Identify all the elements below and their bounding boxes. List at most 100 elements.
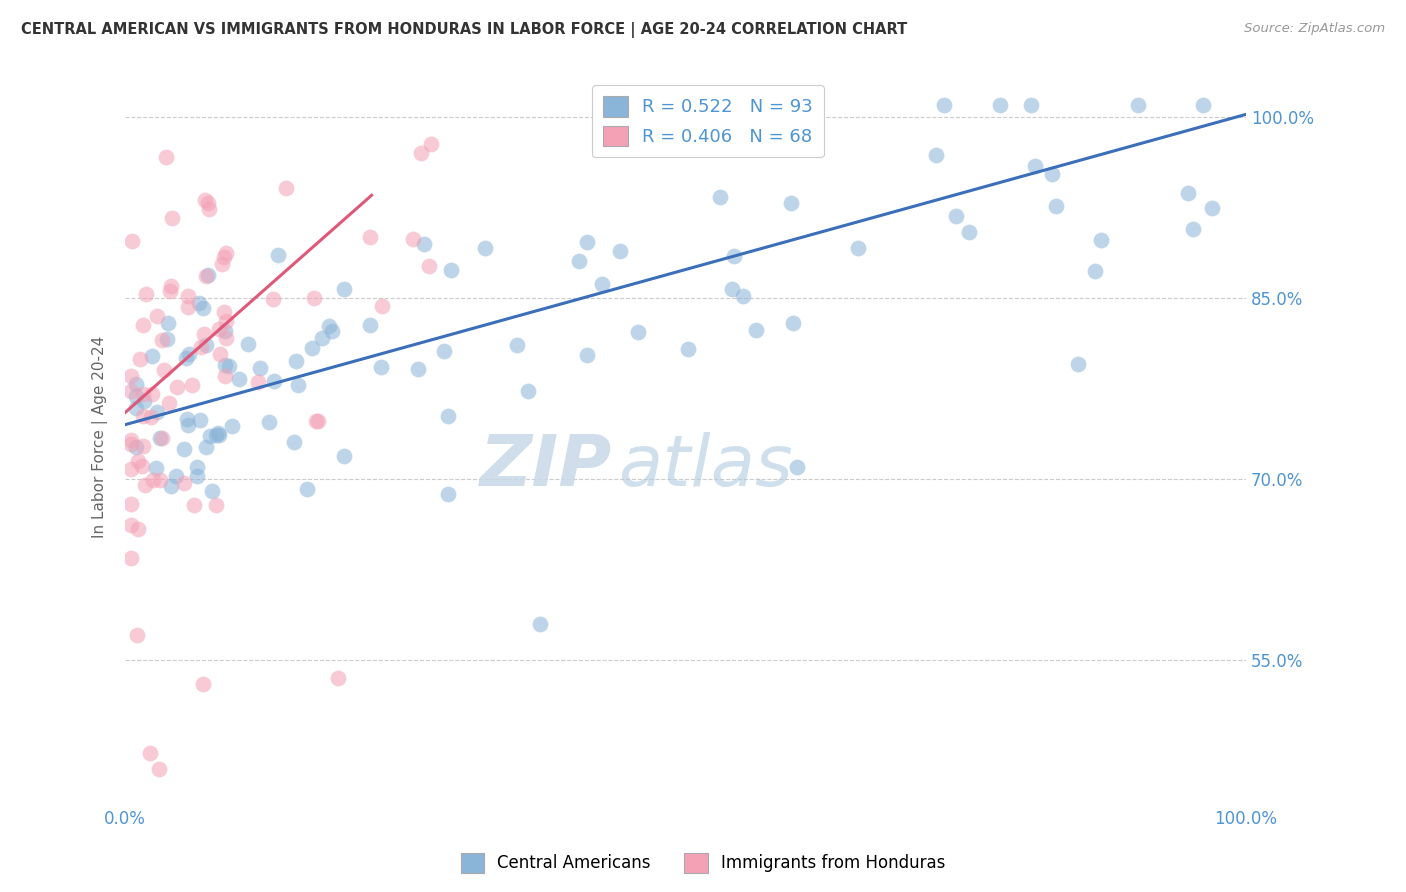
Point [194, 440, 217, 454]
Point [246, 375, 269, 389]
Point [318, 319, 340, 334]
Point [120, 550, 142, 565]
Point [142, 473, 165, 487]
Point [120, 434, 142, 448]
Point [186, 468, 208, 483]
Point [153, 363, 176, 377]
Point [1182, 222, 1205, 236]
Point [257, 416, 280, 430]
Point [160, 279, 183, 293]
Point [517, 384, 540, 399]
Y-axis label: In Labor Force | Age 20-24: In Labor Force | Age 20-24 [93, 335, 108, 538]
Point [228, 371, 250, 385]
Legend: R = 0.522   N = 93, R = 0.406   N = 68: R = 0.522 N = 93, R = 0.406 N = 68 [592, 85, 824, 157]
Point [333, 449, 356, 463]
Point [177, 300, 200, 314]
Point [207, 425, 229, 440]
Point [120, 437, 142, 451]
Point [197, 268, 219, 282]
Point [1090, 234, 1112, 248]
Point [932, 97, 955, 112]
Point [211, 257, 233, 271]
Point [132, 387, 155, 401]
Point [125, 440, 148, 454]
Point [208, 321, 231, 335]
Point [179, 347, 201, 361]
Point [215, 314, 238, 328]
Point [332, 282, 354, 296]
Point [159, 478, 181, 492]
Point [125, 389, 148, 403]
Point [568, 253, 591, 268]
Point [846, 241, 869, 255]
Point [1128, 97, 1150, 112]
Text: ZIP: ZIP [481, 432, 613, 500]
Point [141, 349, 163, 363]
Point [146, 404, 169, 418]
Point [957, 225, 980, 239]
Point [149, 473, 172, 487]
Point [159, 396, 181, 410]
Point [436, 409, 458, 424]
Point [204, 427, 226, 442]
Legend: Central Americans, Immigrants from Honduras: Central Americans, Immigrants from Hondu… [454, 847, 952, 880]
Point [157, 316, 180, 330]
Point [120, 498, 142, 512]
Point [146, 309, 169, 323]
Point [370, 360, 392, 375]
Point [307, 414, 329, 428]
Text: CENTRAL AMERICAN VS IMMIGRANTS FROM HONDURAS IN LABOR FORCE | AGE 20-24 CORRELAT: CENTRAL AMERICAN VS IMMIGRANTS FROM HOND… [21, 22, 907, 38]
Point [311, 331, 333, 345]
Point [437, 487, 460, 501]
Point [125, 401, 148, 416]
Point [188, 412, 211, 426]
Point [412, 237, 434, 252]
Point [215, 331, 238, 345]
Point [197, 196, 219, 211]
Point [305, 414, 328, 428]
Point [295, 482, 318, 496]
Point [120, 368, 142, 383]
Point [1084, 264, 1107, 278]
Point [359, 229, 381, 244]
Point [267, 248, 290, 262]
Point [165, 468, 187, 483]
Point [214, 324, 236, 338]
Point [433, 343, 456, 358]
Point [141, 387, 163, 401]
Point [176, 417, 198, 432]
Point [1201, 201, 1223, 215]
Point [359, 318, 381, 332]
Point [190, 340, 212, 354]
Point [283, 434, 305, 449]
Point [529, 617, 551, 632]
Point [214, 358, 236, 372]
Point [1024, 159, 1046, 173]
Point [418, 259, 440, 273]
Point [218, 359, 240, 373]
Point [183, 498, 205, 512]
Point [409, 145, 432, 160]
Point [132, 439, 155, 453]
Point [127, 453, 149, 467]
Point [173, 476, 195, 491]
Point [198, 202, 221, 216]
Point [187, 295, 209, 310]
Point [149, 431, 172, 445]
Point [129, 352, 152, 367]
Point [127, 523, 149, 537]
Text: Source: ZipAtlas.com: Source: ZipAtlas.com [1244, 22, 1385, 36]
Point [1066, 357, 1088, 371]
Point [576, 235, 599, 250]
Point [198, 428, 221, 442]
Point [221, 419, 243, 434]
Point [173, 442, 195, 457]
Point [131, 458, 153, 473]
Point [301, 341, 323, 355]
Point [263, 374, 285, 388]
Point [127, 628, 149, 642]
Point [195, 338, 218, 352]
Point [135, 286, 157, 301]
Point [506, 338, 529, 352]
Point [627, 325, 650, 339]
